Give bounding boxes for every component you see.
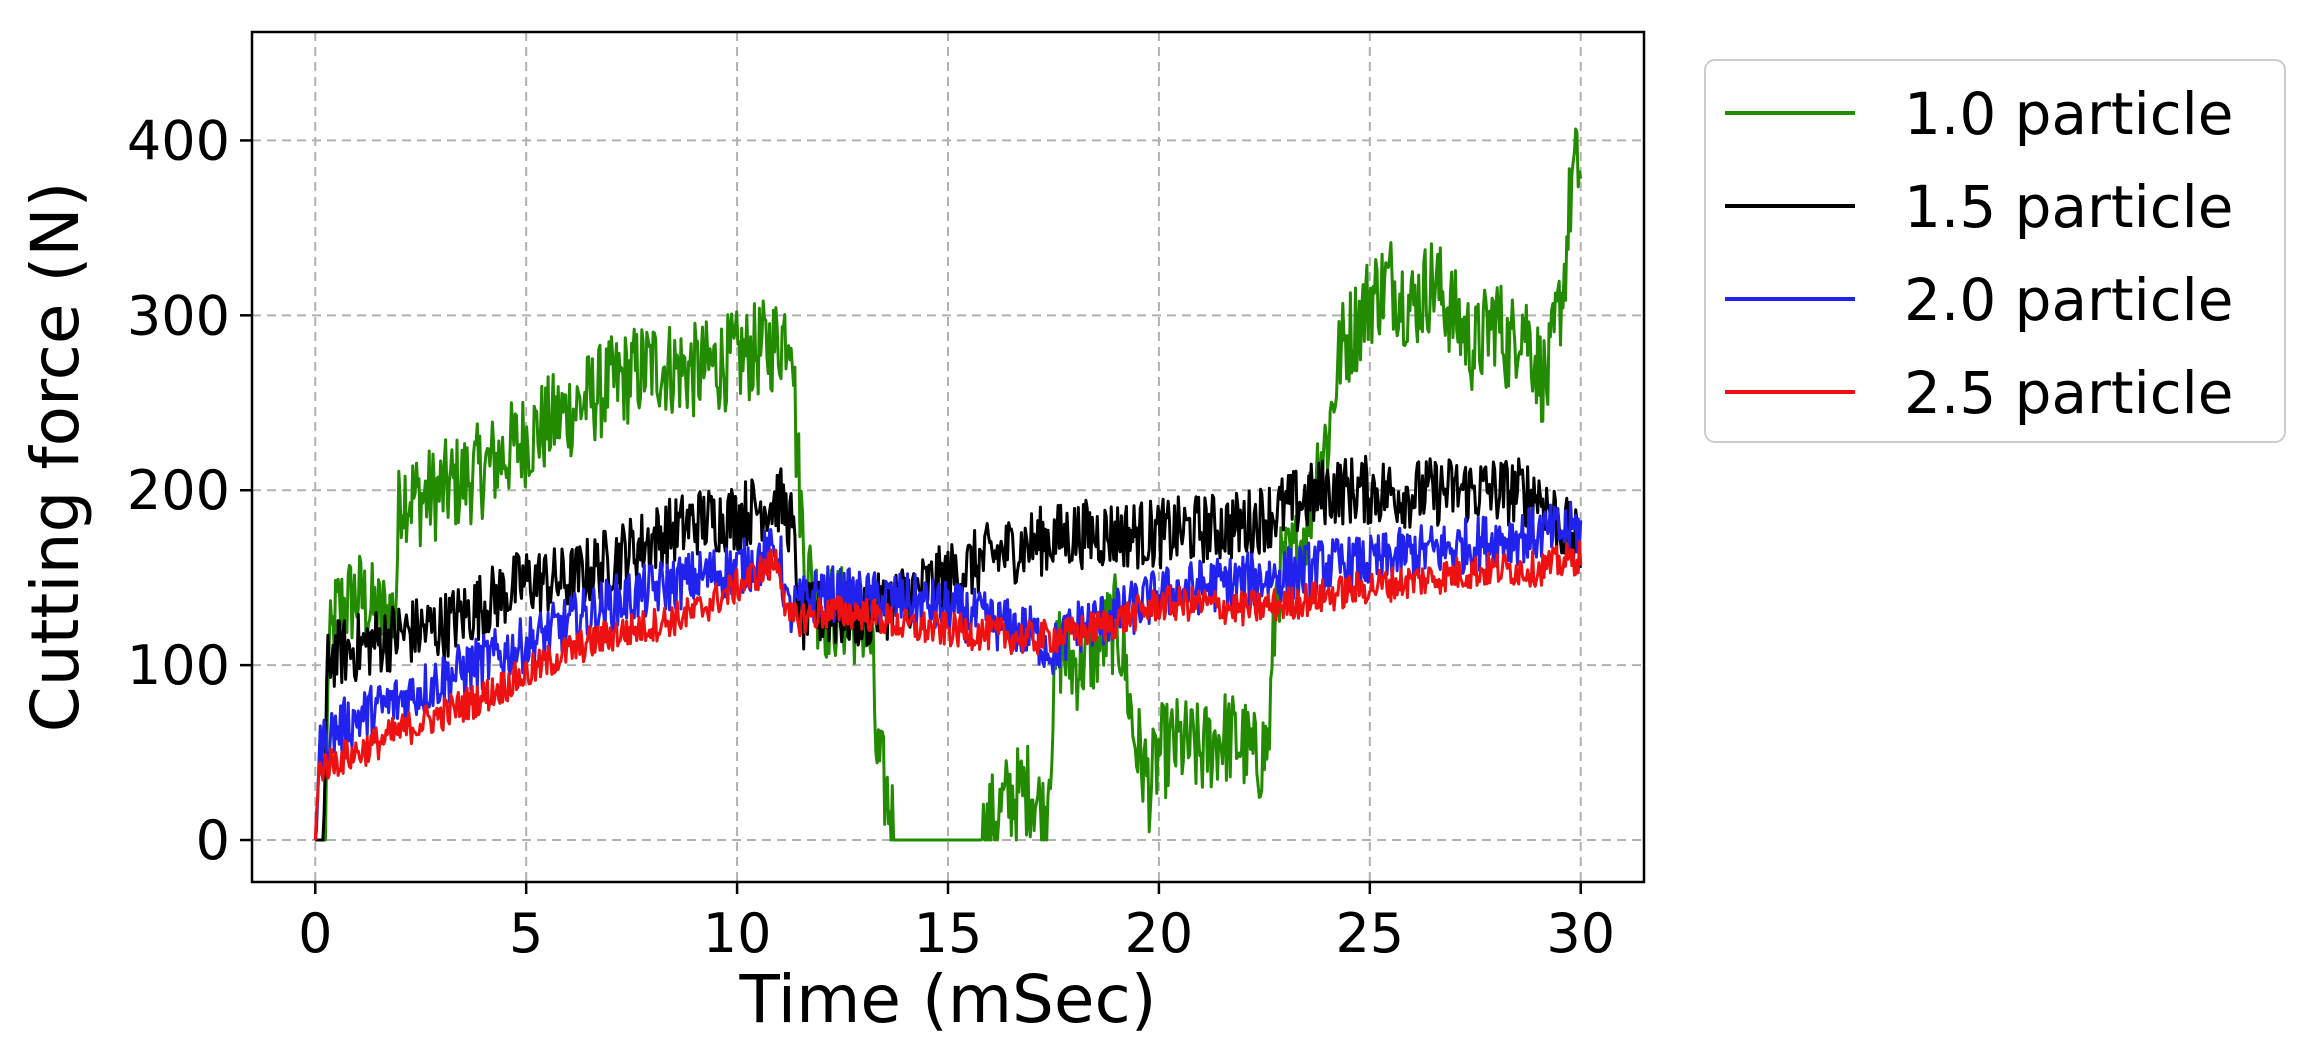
legend-label-2: 1.5 particle [1904, 173, 2233, 241]
series-line-3 [313, 500, 1583, 841]
legend-label-4: 2.5 particle [1904, 359, 2233, 427]
x-tick-label: 20 [1125, 902, 1194, 965]
x-tick-label: 25 [1335, 902, 1404, 965]
x-tick-label: 10 [703, 902, 772, 965]
y-tick-label: 100 [127, 634, 230, 697]
legend-box [1704, 59, 2286, 443]
x-tick-label: 15 [914, 902, 983, 965]
x-tick-label: 0 [298, 902, 332, 965]
x-axis-label: Time (mSec) [738, 961, 1156, 1038]
y-tick-label: 300 [127, 284, 230, 347]
plot-series [313, 127, 1583, 842]
y-tick-label: 200 [127, 459, 230, 522]
x-tick-label: 5 [509, 902, 543, 965]
y-tick-label: 0 [196, 809, 230, 872]
series-line-4 [313, 540, 1583, 841]
legend: 1.0 particle 1.5 particle 2.0 particle 2.5 … [1704, 59, 2286, 443]
series-line-1 [315, 127, 1583, 842]
x-tick-label: 30 [1546, 902, 1615, 965]
y-tick-label: 400 [127, 109, 230, 172]
series-line-2 [315, 454, 1583, 842]
legend-label-1: 1.0 particle [1904, 80, 2233, 148]
legend-items: 1.0 particle 1.5 particle 2.0 particle 2.5 … [1725, 80, 2233, 427]
legend-label-3: 2.0 particle [1904, 266, 2233, 334]
y-axis-label: Cutting force (N) [17, 182, 94, 733]
